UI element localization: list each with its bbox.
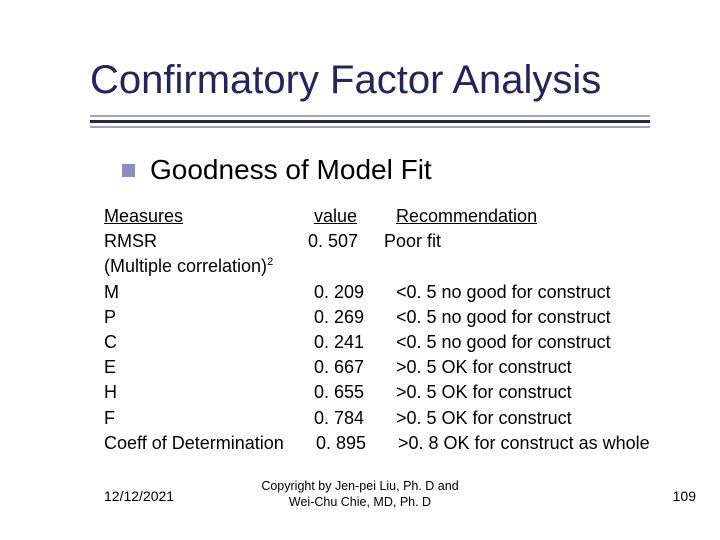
- copyright-line1: Copyright by Jen-pei Liu, Ph. D and: [261, 479, 458, 493]
- cell-rec: >0. 5 OK for construct: [384, 355, 572, 380]
- cell-rec: <0. 5 no good for construct: [384, 330, 611, 355]
- cell-value: 0. 784: [314, 406, 384, 431]
- cell-value: 0. 667: [314, 355, 384, 380]
- cell-rec: <0. 5 no good for construct: [384, 305, 611, 330]
- cell-value: 0. 269: [314, 305, 384, 330]
- cell-measure: C: [104, 330, 314, 355]
- subtitle-text: Goodness of Model Fit: [150, 154, 432, 186]
- table-row: F 0. 784 >0. 5 OK for construct: [104, 406, 650, 431]
- table-row: P 0. 269 <0. 5 no good for construct: [104, 305, 650, 330]
- fit-table: Measures value Recommendation RMSR 0. 50…: [104, 204, 650, 456]
- cell-measure: P: [104, 305, 314, 330]
- cell-rec: [384, 254, 396, 279]
- footer-page-number: 109: [673, 488, 696, 504]
- table-row: H 0. 655 >0. 5 OK for construct: [104, 380, 650, 405]
- table-row: (Multiple correlation)2: [104, 254, 650, 279]
- slide-title: Confirmatory Factor Analysis: [90, 58, 601, 103]
- cell-measure: M: [104, 280, 314, 305]
- slide: Confirmatory Factor Analysis Goodness of…: [0, 0, 720, 540]
- footer-copyright: Copyright by Jen-pei Liu, Ph. D and Wei-…: [0, 478, 720, 511]
- cell-value: 0. 241: [314, 330, 384, 355]
- cell-value: 0. 507: [308, 229, 378, 254]
- table-row: RMSR 0. 507 Poor fit: [104, 229, 650, 254]
- subtitle-row: Goodness of Model Fit: [122, 154, 432, 186]
- copyright-line2: Wei-Chu Chie, MD, Ph. D: [289, 495, 431, 509]
- table-row: M 0. 209 <0. 5 no good for construct: [104, 280, 650, 305]
- cell-rec: >0. 5 OK for construct: [384, 380, 572, 405]
- cell-measure: (Multiple correlation)2: [104, 254, 314, 279]
- cell-rec: >0. 5 OK for construct: [384, 406, 572, 431]
- cell-rec: >0. 8 OK for construct as whole: [386, 431, 650, 456]
- table-row: C 0. 241 <0. 5 no good for construct: [104, 330, 650, 355]
- cell-rec: <0. 5 no good for construct: [384, 280, 611, 305]
- cell-measure: Coeff of Determination: [104, 431, 316, 456]
- cell-value: 0. 655: [314, 380, 384, 405]
- cell-measure: E: [104, 355, 314, 380]
- cell-measure: RMSR: [104, 229, 314, 254]
- table-row: E 0. 667 >0. 5 OK for construct: [104, 355, 650, 380]
- cell-measure: H: [104, 380, 314, 405]
- header-measures: Measures: [104, 204, 314, 229]
- cell-value: 0. 209: [314, 280, 384, 305]
- cell-measure: F: [104, 406, 314, 431]
- cell-value: 0. 895: [316, 431, 386, 456]
- superscript: 2: [267, 256, 273, 268]
- header-value: value: [314, 204, 384, 229]
- cell-value: [314, 254, 384, 279]
- title-underline: [90, 115, 650, 128]
- table-header: Measures value Recommendation: [104, 204, 650, 229]
- table-row: Coeff of Determination 0. 895 >0. 8 OK f…: [104, 431, 650, 456]
- cell-rec: Poor fit: [378, 229, 441, 254]
- header-rec: Recommendation: [384, 204, 537, 229]
- bullet-icon: [122, 164, 135, 177]
